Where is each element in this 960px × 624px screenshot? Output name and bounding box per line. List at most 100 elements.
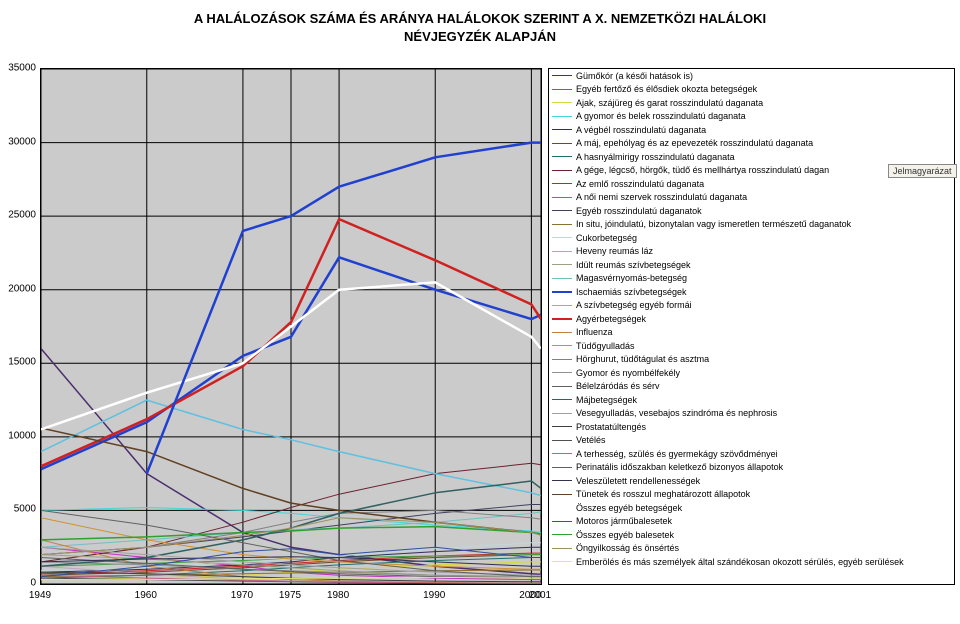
legend-item: Cukorbetegség bbox=[549, 231, 954, 245]
legend-label: Egyéb rosszindulatú daganatok bbox=[576, 206, 702, 216]
legend-label: Agyérbetegségek bbox=[576, 314, 646, 324]
legend-item: A máj, epehólyag és az epevezeték rosszi… bbox=[549, 137, 954, 151]
legend-swatch bbox=[552, 143, 572, 144]
chart-title: A HALÁLOZÁSOK SZÁMA ÉS ARÁNYA HALÁLOKOK … bbox=[0, 10, 960, 45]
legend-label: Egyéb fertőző és élősdiek okozta betegsé… bbox=[576, 84, 757, 94]
legend-swatch bbox=[552, 561, 572, 562]
x-tick-label: 1970 bbox=[231, 590, 253, 601]
y-tick-label: 0 bbox=[30, 578, 36, 589]
x-tick-label: 1975 bbox=[279, 590, 301, 601]
legend-item: In situ, jóindulatú, bizonytalan vagy is… bbox=[549, 218, 954, 232]
legend-swatch bbox=[552, 467, 572, 468]
y-tick-label: 5000 bbox=[14, 504, 36, 515]
y-tick-label: 20000 bbox=[8, 283, 36, 294]
legend-swatch bbox=[552, 278, 572, 279]
y-tick-label: 10000 bbox=[8, 430, 36, 441]
legend-label: Összes egyéb betegségek bbox=[576, 503, 682, 513]
legend-label: Ischaemiás szívbetegségek bbox=[576, 287, 687, 297]
legend-item: Tüdőgyulladás bbox=[549, 339, 954, 353]
legend-item: Emberölés és más személyek által szándék… bbox=[549, 555, 954, 569]
legend-swatch bbox=[552, 197, 572, 198]
legend-label: Öngyilkosság és önsértés bbox=[576, 543, 679, 553]
legend-label: Magasvérnyomás-betegség bbox=[576, 273, 687, 283]
legend-swatch bbox=[552, 534, 572, 535]
legend-label: A terhesség, szülés és gyermekágy szövőd… bbox=[576, 449, 778, 459]
legend-swatch bbox=[552, 183, 572, 184]
legend-item: Influenza bbox=[549, 326, 954, 340]
legend-label: Gümőkór (a késői hatások is) bbox=[576, 71, 693, 81]
legend-item: Az emlő rosszindulatú daganata bbox=[549, 177, 954, 191]
legend: Gümőkór (a késői hatások is) Egyéb fertőz… bbox=[548, 68, 955, 585]
legend-item: Öngyilkosság és önsértés bbox=[549, 542, 954, 556]
legend-label: A szívbetegség egyéb formái bbox=[576, 300, 692, 310]
legend-label: A végbél rosszindulatú daganata bbox=[576, 125, 706, 135]
legend-swatch bbox=[552, 318, 572, 320]
legend-swatch bbox=[552, 494, 572, 495]
legend-item: A női nemi szervek rosszindulatú daganat… bbox=[549, 191, 954, 205]
chart-svg bbox=[41, 69, 541, 584]
legend-label: Heveny reumás láz bbox=[576, 246, 653, 256]
legend-swatch bbox=[552, 305, 572, 306]
legend-label: Influenza bbox=[576, 327, 613, 337]
legend-label: In situ, jóindulatú, bizonytalan vagy is… bbox=[576, 219, 851, 229]
legend-item: Gümőkór (a késői hatások is) bbox=[549, 69, 954, 83]
legend-item: Agyérbetegségek bbox=[549, 312, 954, 326]
legend-item: Összes egyéb balesetek bbox=[549, 528, 954, 542]
y-tick-label: 25000 bbox=[8, 210, 36, 221]
legend-label: Ajak, szájüreg és garat rosszindulatú da… bbox=[576, 98, 763, 108]
x-tick-label: 1960 bbox=[135, 590, 157, 601]
x-tick-label: 1990 bbox=[423, 590, 445, 601]
legend-item: Ischaemiás szívbetegségek bbox=[549, 285, 954, 299]
legend-item: Egyéb rosszindulatú daganatok bbox=[549, 204, 954, 218]
legend-swatch bbox=[552, 345, 572, 346]
legend-label: Gyomor és nyombélfekély bbox=[576, 368, 680, 378]
legend-item: Heveny reumás láz bbox=[549, 245, 954, 259]
legend-item: Összes egyéb betegségek bbox=[549, 501, 954, 515]
legend-swatch bbox=[552, 372, 572, 373]
legend-item: Prostatatúltengés bbox=[549, 420, 954, 434]
legend-swatch bbox=[552, 548, 572, 549]
legend-item: Veleszületett rendellenességek bbox=[549, 474, 954, 488]
legend-label: Vetélés bbox=[576, 435, 606, 445]
legend-item: Hörghurut, tüdőtágulat és asztma bbox=[549, 353, 954, 367]
legend-item: Bélelzáródás és sérv bbox=[549, 380, 954, 394]
legend-label: A gyomor és belek rosszindulatú daganata bbox=[576, 111, 746, 121]
legend-item: Egyéb fertőző és élősdiek okozta betegsé… bbox=[549, 83, 954, 97]
legend-label: A hasnyálmirigy rosszindulatú daganata bbox=[576, 152, 735, 162]
legend-swatch bbox=[552, 399, 572, 400]
legend-item: Magasvérnyomás-betegség bbox=[549, 272, 954, 286]
legend-label: Tünetek és rosszul meghatározott állapot… bbox=[576, 489, 750, 499]
legend-label: Bélelzáródás és sérv bbox=[576, 381, 660, 391]
legend-item: Vetélés bbox=[549, 434, 954, 448]
legend-item: A végbél rosszindulatú daganata bbox=[549, 123, 954, 137]
legend-item: A gyomor és belek rosszindulatú daganata bbox=[549, 110, 954, 124]
y-tick-label: 35000 bbox=[8, 63, 36, 74]
legend-item: Motoros járműbalesetek bbox=[549, 515, 954, 529]
legend-swatch bbox=[552, 102, 572, 103]
legend-swatch bbox=[552, 210, 572, 211]
legend-swatch bbox=[552, 413, 572, 414]
legend-label: Vesegyulladás, vesebajos szindróma és ne… bbox=[576, 408, 777, 418]
legend-item: Májbetegségek bbox=[549, 393, 954, 407]
legend-label: Idült reumás szívbetegségek bbox=[576, 260, 691, 270]
legend-item: Idült reumás szívbetegségek bbox=[549, 258, 954, 272]
legend-item: Perinatális időszakban keletkező bizonyo… bbox=[549, 461, 954, 475]
x-tick-label: 1980 bbox=[327, 590, 349, 601]
legend-label: A máj, epehólyag és az epevezeték rosszi… bbox=[576, 138, 813, 148]
legend-swatch bbox=[552, 75, 572, 76]
legend-label: Májbetegségek bbox=[576, 395, 637, 405]
legend-label: Cukorbetegség bbox=[576, 233, 637, 243]
legend-swatch bbox=[552, 156, 572, 157]
legend-label: Összes egyéb balesetek bbox=[576, 530, 674, 540]
x-axis-labels: 19491960197019751980199020002001 bbox=[40, 590, 540, 610]
legend-item: Tünetek és rosszul meghatározott állapot… bbox=[549, 488, 954, 502]
legend-swatch bbox=[552, 251, 572, 252]
legend-label: Veleszületett rendellenességek bbox=[576, 476, 700, 486]
legend-swatch bbox=[552, 426, 572, 427]
legend-swatch bbox=[552, 237, 572, 238]
legend-swatch bbox=[552, 129, 572, 130]
legend-item: Gyomor és nyombélfekély bbox=[549, 366, 954, 380]
legend-swatch bbox=[552, 453, 572, 454]
legend-swatch bbox=[552, 116, 572, 117]
y-tick-label: 30000 bbox=[8, 136, 36, 147]
